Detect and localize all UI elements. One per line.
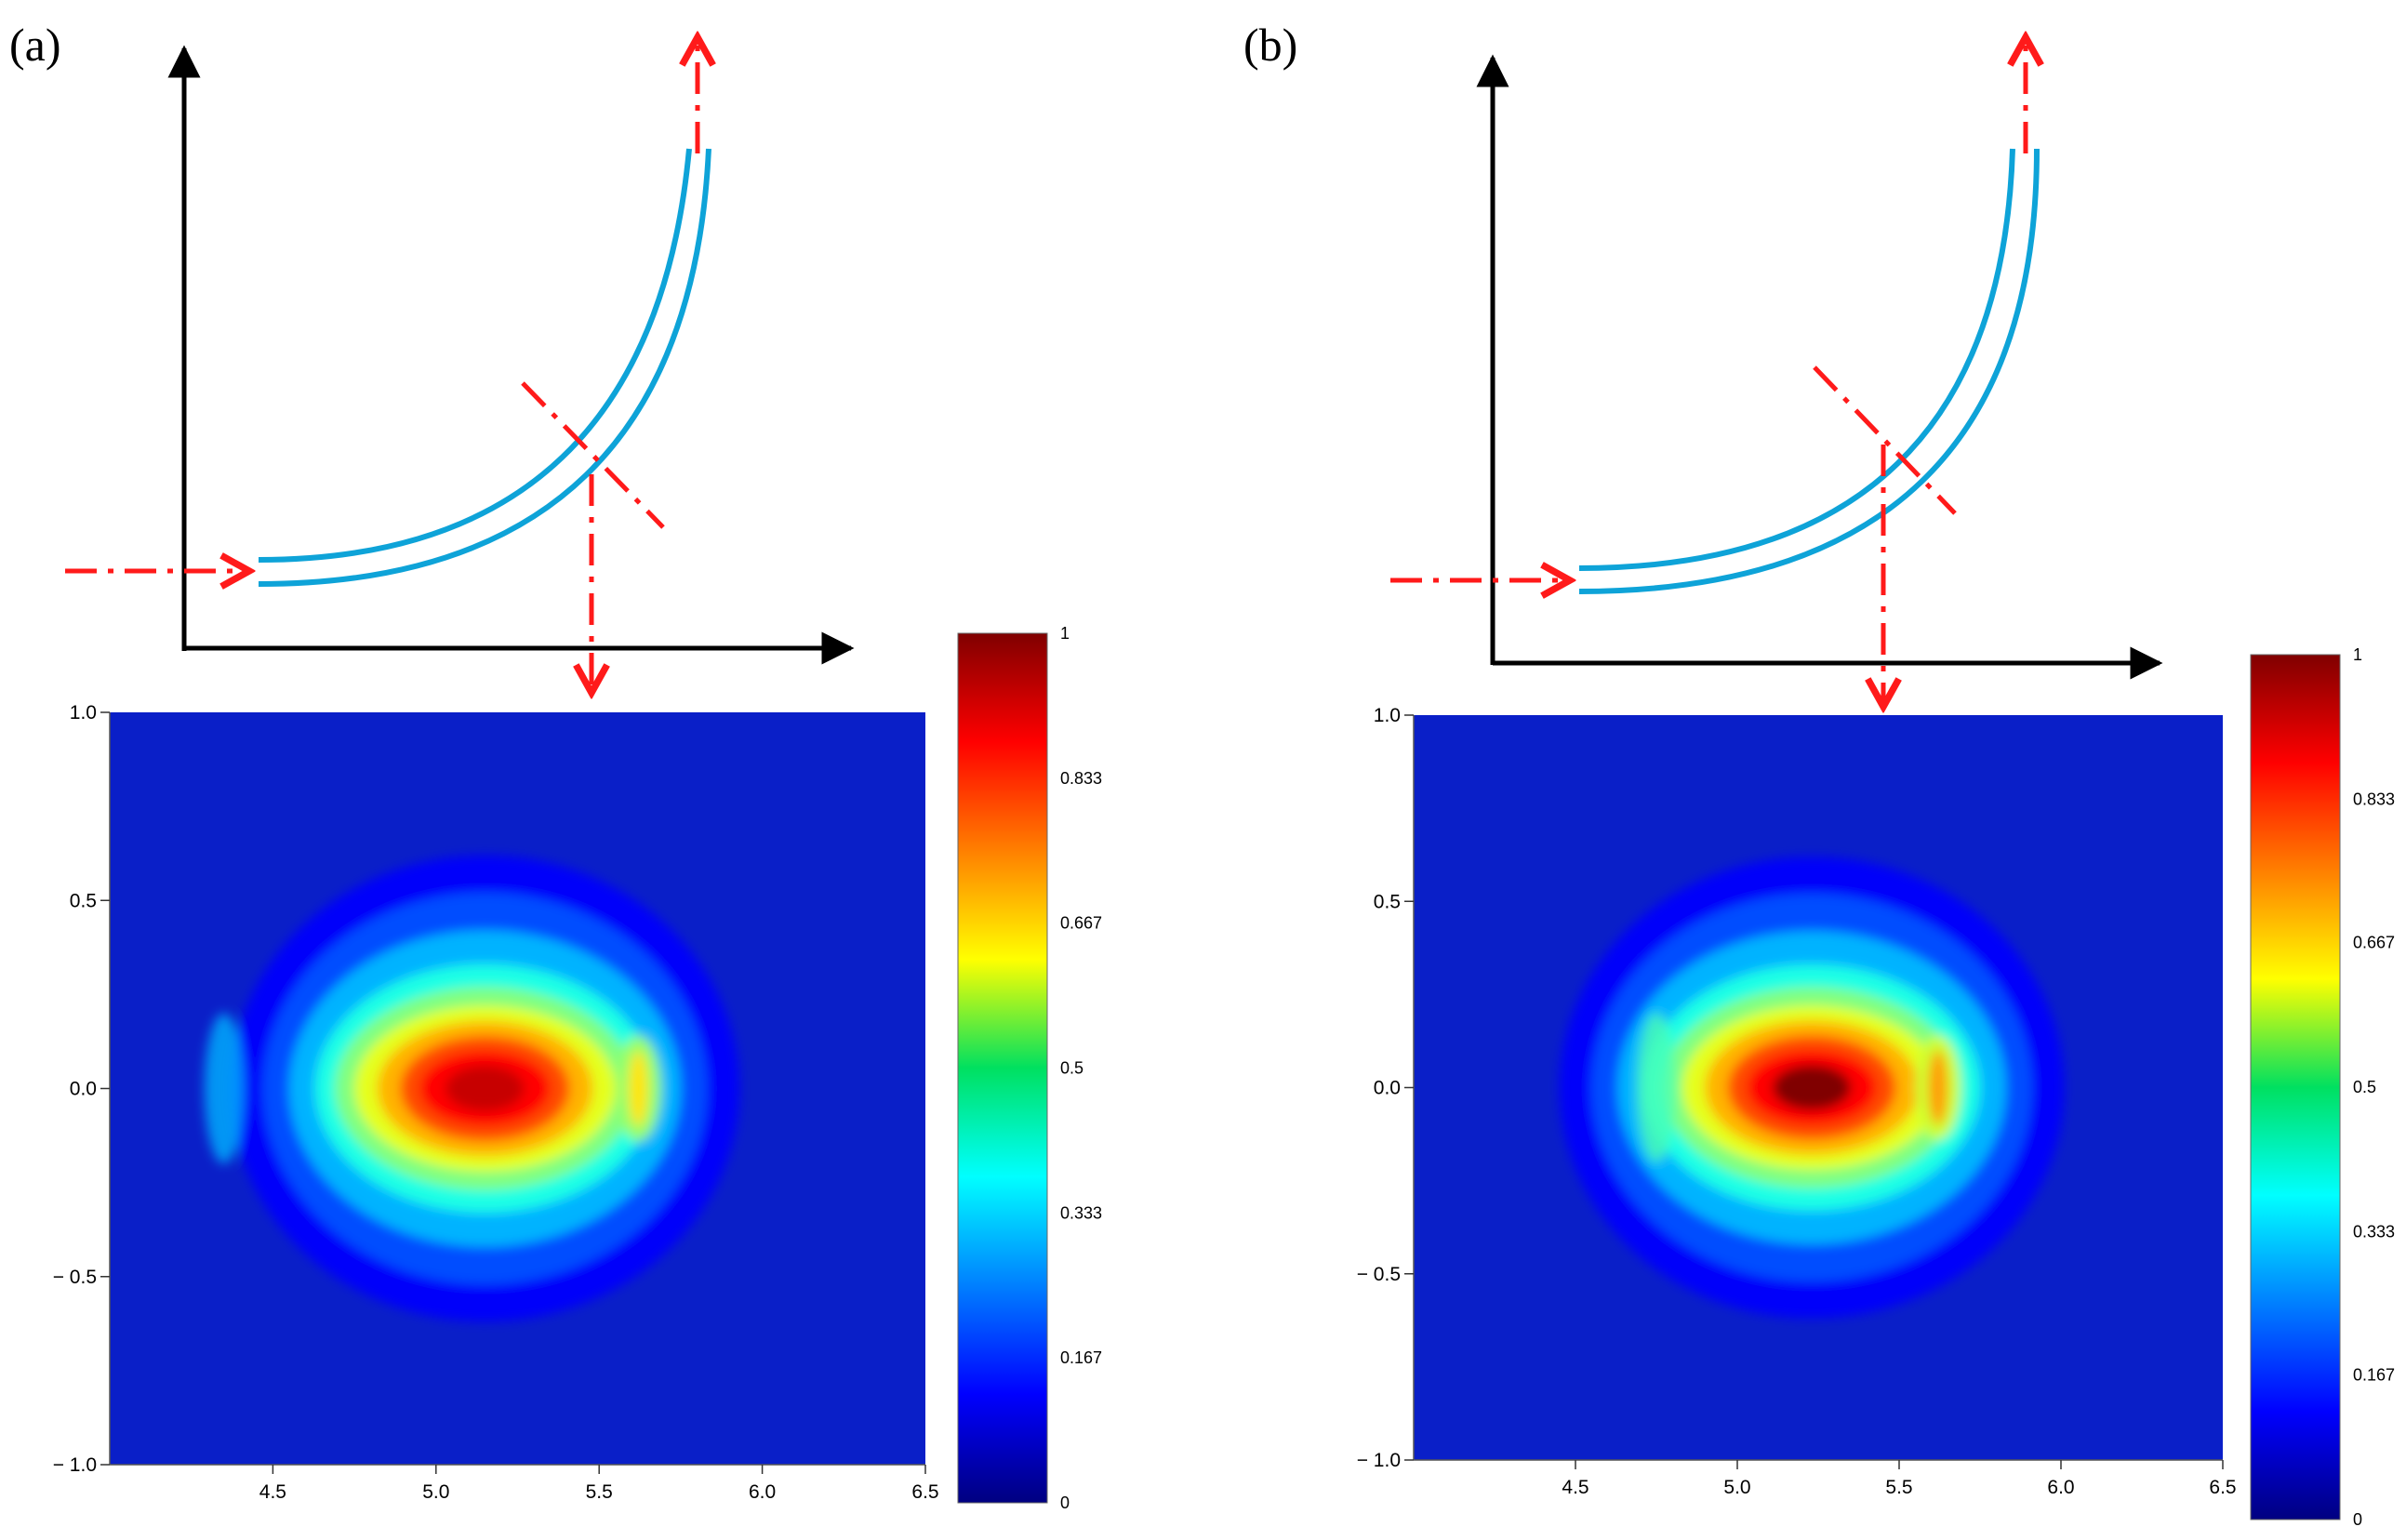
colorbar-tick-label-a-3: 0.5 xyxy=(1060,1059,1083,1078)
colorbar-a-ticks: 1 0.833 0.667 0.5 0.333 0.167 0 xyxy=(1060,624,1102,1512)
y-tick-label-a-1: 0.5 xyxy=(70,890,97,911)
y-tick-label-a-3: − 0.5 xyxy=(53,1267,97,1288)
colorbar-tick-label-b-5: 0.167 xyxy=(2353,1366,2395,1385)
y-tick-label-b-3: − 0.5 xyxy=(1357,1264,1401,1285)
heatmap-b-field xyxy=(1559,856,2065,1319)
waveguide-a-inner xyxy=(258,148,711,587)
x-tick-label-b-1: 5.0 xyxy=(1723,1477,1750,1498)
waveguide-b-inner xyxy=(1578,148,2040,594)
x-tick-label-b-0: 4.5 xyxy=(1562,1477,1588,1498)
colorbar-tick-label-b-2: 0.667 xyxy=(2353,934,2395,952)
panel-b: (b) 4.5 5.0 5.5 6.0 6.5 1.0 0.5 0.0 − 0.5 − 1.0 1… xyxy=(1243,19,2395,1529)
waveguide-a-outer xyxy=(258,148,692,563)
y-tick-label-a-0: 1.0 xyxy=(70,702,97,724)
y-tick-label-b-0: 1.0 xyxy=(1374,705,1401,726)
heatmap-a-ticks: 4.5 5.0 5.5 6.0 6.5 1.0 0.5 0.0 − 0.5 − 1.0 xyxy=(53,702,939,1503)
panel-b-label: (b) xyxy=(1243,19,1297,71)
heatmap-a: 4.5 5.0 5.5 6.0 6.5 1.0 0.5 0.0 − 0.5 − 1.0 xyxy=(53,702,939,1503)
colorbar-b: 1 0.833 0.667 0.5 0.333 0.167 0 xyxy=(2250,645,2395,1529)
colorbar-tick-label-b-0: 1 xyxy=(2353,645,2362,664)
colorbar-tick-label-a-4: 0.333 xyxy=(1060,1204,1102,1223)
x-tick-label-a-0: 4.5 xyxy=(259,1481,286,1503)
heatmap-a-field xyxy=(204,855,740,1322)
colorbar-tick-label-b-3: 0.5 xyxy=(2353,1078,2376,1096)
diagram-b xyxy=(1390,37,2163,707)
mode-field-faint-lobe-b xyxy=(1637,1013,1676,1162)
y-tick-label-a-2: 0.0 xyxy=(70,1079,97,1100)
x-tick-label-a-4: 6.5 xyxy=(911,1481,938,1503)
heatmap-b-ticks: 4.5 5.0 5.5 6.0 6.5 1.0 0.5 0.0 − 0.5 − 1.0 xyxy=(1357,705,2237,1498)
x-tick-label-b-2: 5.5 xyxy=(1885,1477,1912,1498)
x-tick-label-b-3: 6.0 xyxy=(2047,1477,2074,1498)
y-tick-label-b-4: − 1.0 xyxy=(1357,1450,1401,1471)
mode-field-faint-lobe-a xyxy=(204,1013,244,1164)
colorbar-tick-label-a-6: 0 xyxy=(1060,1494,1070,1512)
mode-field-side-lobe-a xyxy=(628,1051,648,1126)
colorbar-b-ticks: 1 0.833 0.667 0.5 0.333 0.167 0 xyxy=(2353,645,2395,1529)
y-tick-label-a-4: − 1.0 xyxy=(53,1454,97,1476)
x-tick-label-a-3: 6.0 xyxy=(749,1481,776,1503)
colorbar-tick-label-a-0: 1 xyxy=(1060,624,1070,643)
colorbar-a: 1 0.833 0.667 0.5 0.333 0.167 0 xyxy=(957,624,1102,1512)
colorbar-tick-label-a-5: 0.167 xyxy=(1060,1348,1102,1367)
mode-field-side-lobe-b xyxy=(1928,1050,1948,1125)
x-tick-label-a-1: 5.0 xyxy=(422,1481,449,1503)
colorbar-tick-label-a-2: 0.667 xyxy=(1060,913,1102,932)
y-tick-label-b-1: 0.5 xyxy=(1374,891,1401,912)
colorbar-b-gradient xyxy=(2250,654,2341,1520)
waveguide-b-outer xyxy=(1578,148,2015,571)
colorbar-tick-label-a-1: 0.833 xyxy=(1060,769,1102,788)
colorbar-tick-label-b-4: 0.333 xyxy=(2353,1222,2395,1241)
panel-a-label: (a) xyxy=(9,19,61,71)
heatmap-b: 4.5 5.0 5.5 6.0 6.5 1.0 0.5 0.0 − 0.5 − 1.0 xyxy=(1357,705,2237,1498)
x-tick-label-b-4: 6.5 xyxy=(2209,1477,2236,1498)
mode-field-peak-a xyxy=(445,1066,525,1111)
colorbar-a-gradient xyxy=(957,632,1048,1504)
y-tick-label-b-2: 0.0 xyxy=(1374,1078,1401,1099)
colorbar-tick-label-b-1: 0.833 xyxy=(2353,790,2395,808)
panel-a: (a) 4.5 5.0 5.5 6.0 6.5 1.0 0.5 0.0 − 0.5 − 1.0 1… xyxy=(9,19,1102,1512)
x-tick-label-a-2: 5.5 xyxy=(586,1481,613,1503)
mode-field-peak-b xyxy=(1773,1065,1851,1110)
colorbar-tick-label-b-6: 0 xyxy=(2353,1510,2362,1529)
diagram-a xyxy=(65,37,855,693)
